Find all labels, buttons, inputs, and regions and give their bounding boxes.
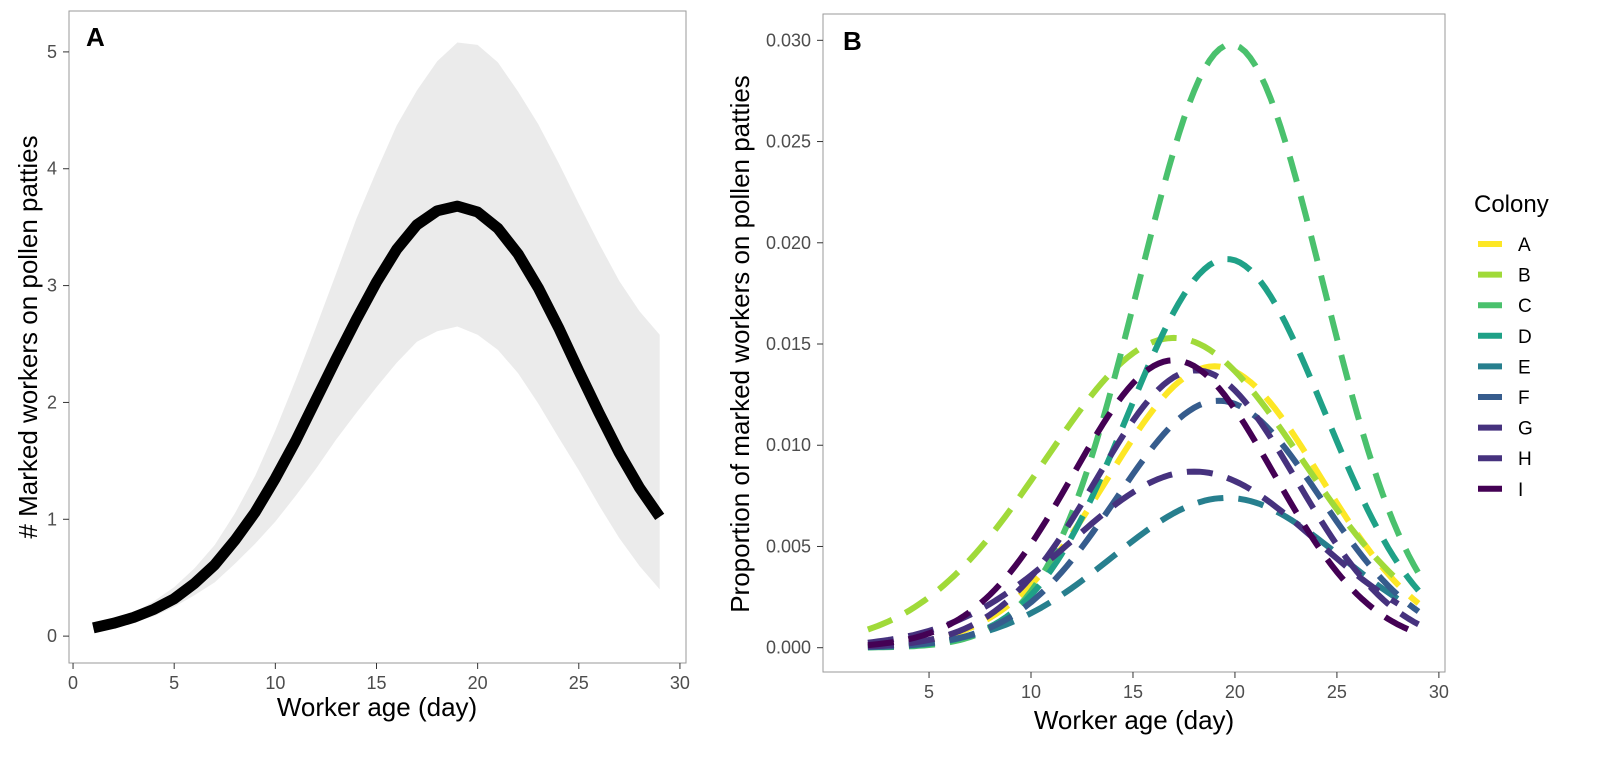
panel-b-label: B [843,26,862,56]
panel-a-label: A [86,22,105,52]
x-tick-label: 30 [670,673,690,693]
panel-b-x-axis-title: Worker age (day) [1034,705,1234,735]
y-tick-label: 0.030 [766,30,811,50]
legend-item-colony-h: H [1478,449,1532,470]
x-tick-label: 10 [1021,682,1041,702]
series-line-colony-f [867,397,1421,650]
legend-item-colony-e: E [1478,357,1531,378]
x-tick-label: 15 [366,673,386,693]
panel-b-y-axis-title: Proportion of marked workers on pollen p… [725,75,755,613]
legend-label: A [1518,235,1531,256]
y-tick-label: 4 [47,159,57,179]
legend-item-colony-i: I [1478,480,1523,501]
series-line-colony-g [867,367,1420,650]
x-tick-label: 25 [1327,682,1347,702]
confidence-ribbon [93,42,660,631]
panel-b-frame [822,13,1446,673]
x-tick-label: 10 [265,673,285,693]
y-tick-label: 0.005 [766,536,811,556]
y-tick-label: 5 [47,42,57,62]
panel-b-y-axis: 0.000 0.005 0.010 0.015 0.020 0.025 0.030 [766,30,823,658]
x-tick-label: 30 [1429,682,1449,702]
legend-label: D [1518,327,1532,348]
panel-b: 5 10 15 20 25 30 0.0000.0050.0100.0150.0200.0… [725,13,1549,735]
panel-a-y-axis-title: # Marked workers on pollen patties [13,135,43,538]
panel-a-x-axis-title: Worker age (day) [277,692,477,722]
legend-title: Colony [1474,191,1549,218]
y-tick-label: 0 [47,626,57,646]
legend-label: G [1518,419,1533,440]
legend-item-colony-d: D [1478,327,1532,348]
fitted-curve [92,200,665,634]
y-tick-label: 0.015 [766,334,811,354]
legend-item-colony-a: A [1478,235,1531,256]
y-tick-label: 0.010 [766,435,811,455]
y-tick-label: 0.020 [766,233,811,253]
y-tick-label: 0.025 [766,132,811,152]
legend-item-colony-b: B [1478,266,1531,287]
y-tick-label: 2 [47,392,57,412]
legend-label: C [1518,296,1532,317]
legend-label: I [1518,480,1523,501]
panel-a-frame [68,10,687,664]
series-line-colony-i [867,357,1420,649]
legend-label: B [1518,266,1531,287]
x-tick-label: 25 [569,673,589,693]
series-line-colony-b [866,334,1401,633]
y-tick-label: 1 [47,509,57,529]
legend-item-colony-g: G [1478,419,1533,440]
x-tick-label: 20 [468,673,488,693]
panel-a-x-axis: 0 5 10 15 20 25 30 [68,663,690,693]
x-tick-label: 5 [169,673,179,693]
legend-label: E [1518,357,1531,378]
y-tick-label: 0.000 [766,638,811,658]
x-tick-label: 0 [68,673,78,693]
x-tick-label: 5 [924,682,934,702]
panel-b-series [866,41,1422,651]
y-tick-label: 3 [47,276,57,296]
legend-item-colony-f: F [1478,388,1530,409]
panel-b-x-axis: 5 10 15 20 25 30 [924,672,1449,702]
legend-item-colony-c: C [1478,296,1532,317]
panel-a-y-axis: 0 1 2 3 4 5 [47,42,69,646]
legend-label: F [1518,388,1530,409]
legend-label: H [1518,449,1532,470]
x-tick-label: 15 [1123,682,1143,702]
x-tick-label: 20 [1225,682,1245,702]
